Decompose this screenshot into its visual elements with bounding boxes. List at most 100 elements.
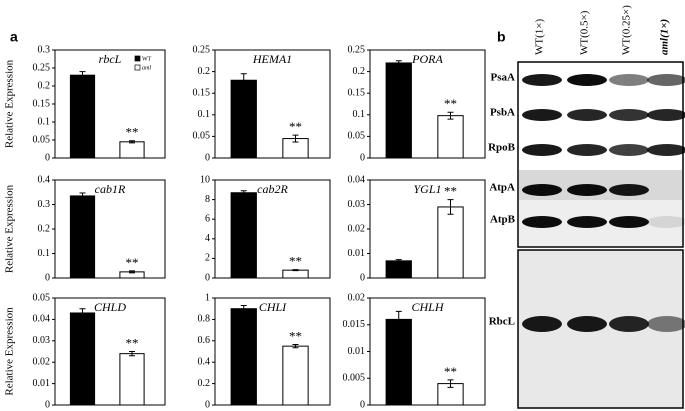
band [647, 144, 685, 156]
chart-title: CHLH [411, 300, 444, 314]
y-tick-label: 2 [205, 253, 210, 264]
band [522, 74, 562, 86]
panel-label: b [497, 29, 506, 45]
blot-row-label: AtpA [489, 182, 515, 194]
bar [230, 308, 257, 406]
y-tick-label: 0.25 [193, 44, 211, 55]
error-bar [240, 304, 247, 313]
error-bar [79, 192, 86, 200]
y-tick-label: 0.005 [343, 373, 366, 384]
significance: ** [126, 335, 139, 350]
y-tick-label: 0.4 [38, 174, 51, 185]
y-tick-label: 0.1 [38, 116, 51, 127]
bar [69, 195, 96, 279]
bar [230, 192, 257, 279]
error-bar [79, 308, 86, 318]
chart-title: CHLD [94, 300, 126, 314]
band [609, 109, 649, 121]
y-tick-label: 0.04 [33, 314, 51, 325]
band [567, 184, 607, 196]
y-tick-label: 0.2 [198, 378, 211, 389]
y-tick-label: 6 [205, 213, 210, 224]
bar [385, 62, 412, 159]
y-tick-label: 0.1 [198, 109, 211, 120]
panel-label: a [10, 29, 18, 45]
error-bar [292, 134, 299, 143]
significance: ** [126, 255, 139, 270]
chart-title: HEMA1 [252, 52, 292, 66]
chart-title: cab2R [257, 182, 288, 196]
chart-title: rbcL [99, 52, 122, 66]
y-axis-label: Relative Expression [4, 307, 16, 396]
band [567, 316, 607, 332]
bar [385, 260, 412, 279]
bar [69, 312, 96, 406]
y-tick-label: 0.8 [198, 314, 211, 325]
y-tick-label: 0 [45, 399, 50, 410]
band [567, 216, 607, 228]
y-tick-label: 0.2 [198, 66, 211, 77]
y-tick-label: 8 [205, 194, 210, 205]
y-tick-label: 0.2 [353, 66, 366, 77]
y-tick-label: 0.05 [33, 292, 51, 303]
error-bar [292, 344, 299, 349]
y-tick-label: 0 [45, 272, 50, 283]
error-bar [240, 73, 247, 88]
band [522, 316, 562, 332]
error-bar [79, 71, 86, 80]
error-bar [395, 310, 402, 328]
y-tick-label: 0.2 [38, 80, 51, 91]
band [609, 144, 649, 156]
band [522, 216, 562, 228]
y-tick-label: 0.6 [198, 335, 211, 346]
legend-label: WT [142, 56, 152, 62]
blot-row-label: RpoB [488, 142, 516, 154]
y-tick-label: 0.01 [348, 248, 366, 259]
band [522, 109, 562, 121]
significance: ** [289, 329, 302, 344]
y-tick-label: 0.01 [348, 346, 366, 357]
blot-row-label: PsaA [491, 72, 516, 84]
blot-row-label: PsbA [490, 107, 515, 119]
y-tick-label: 0.3 [38, 199, 51, 210]
band [567, 74, 607, 86]
error-bar [395, 60, 402, 66]
y-axis-label: Relative Expression [4, 59, 16, 148]
band [609, 216, 649, 228]
bar [385, 318, 412, 406]
plot-frame [214, 297, 331, 406]
legend-label: aml [142, 65, 151, 71]
error-bar [447, 199, 454, 215]
y-tick-label: 0 [360, 152, 365, 163]
band [567, 144, 607, 156]
band [647, 316, 685, 332]
band [522, 184, 562, 196]
y-axis-label: Relative Expression [4, 184, 16, 273]
legend-swatch [134, 64, 141, 71]
y-tick-label: 0.1 [38, 248, 51, 259]
bar [69, 74, 96, 159]
chart-title: PORA [411, 52, 443, 66]
legend-swatch [134, 55, 141, 62]
y-tick-label: 0 [205, 152, 210, 163]
plot-frame [369, 49, 486, 159]
band [609, 74, 649, 86]
y-tick-label: 0.15 [33, 98, 51, 109]
error-bar [129, 351, 135, 357]
y-tick-label: 0.02 [348, 292, 366, 303]
y-tick-label: 0.05 [193, 131, 211, 142]
y-tick-label: 0 [360, 272, 365, 283]
y-tick-label: 0.15 [348, 87, 366, 98]
band [567, 109, 607, 121]
bar [282, 345, 309, 406]
y-tick-label: 0.15 [193, 87, 211, 98]
y-tick-label: 10 [200, 174, 210, 185]
band [647, 216, 685, 228]
y-tick-label: 1 [205, 292, 210, 303]
y-tick-label: 0.05 [348, 131, 366, 142]
y-tick-label: 0.015 [343, 319, 366, 330]
y-tick-label: 4 [205, 233, 210, 244]
error-bar [395, 259, 402, 263]
y-tick-label: 0.04 [348, 174, 366, 185]
